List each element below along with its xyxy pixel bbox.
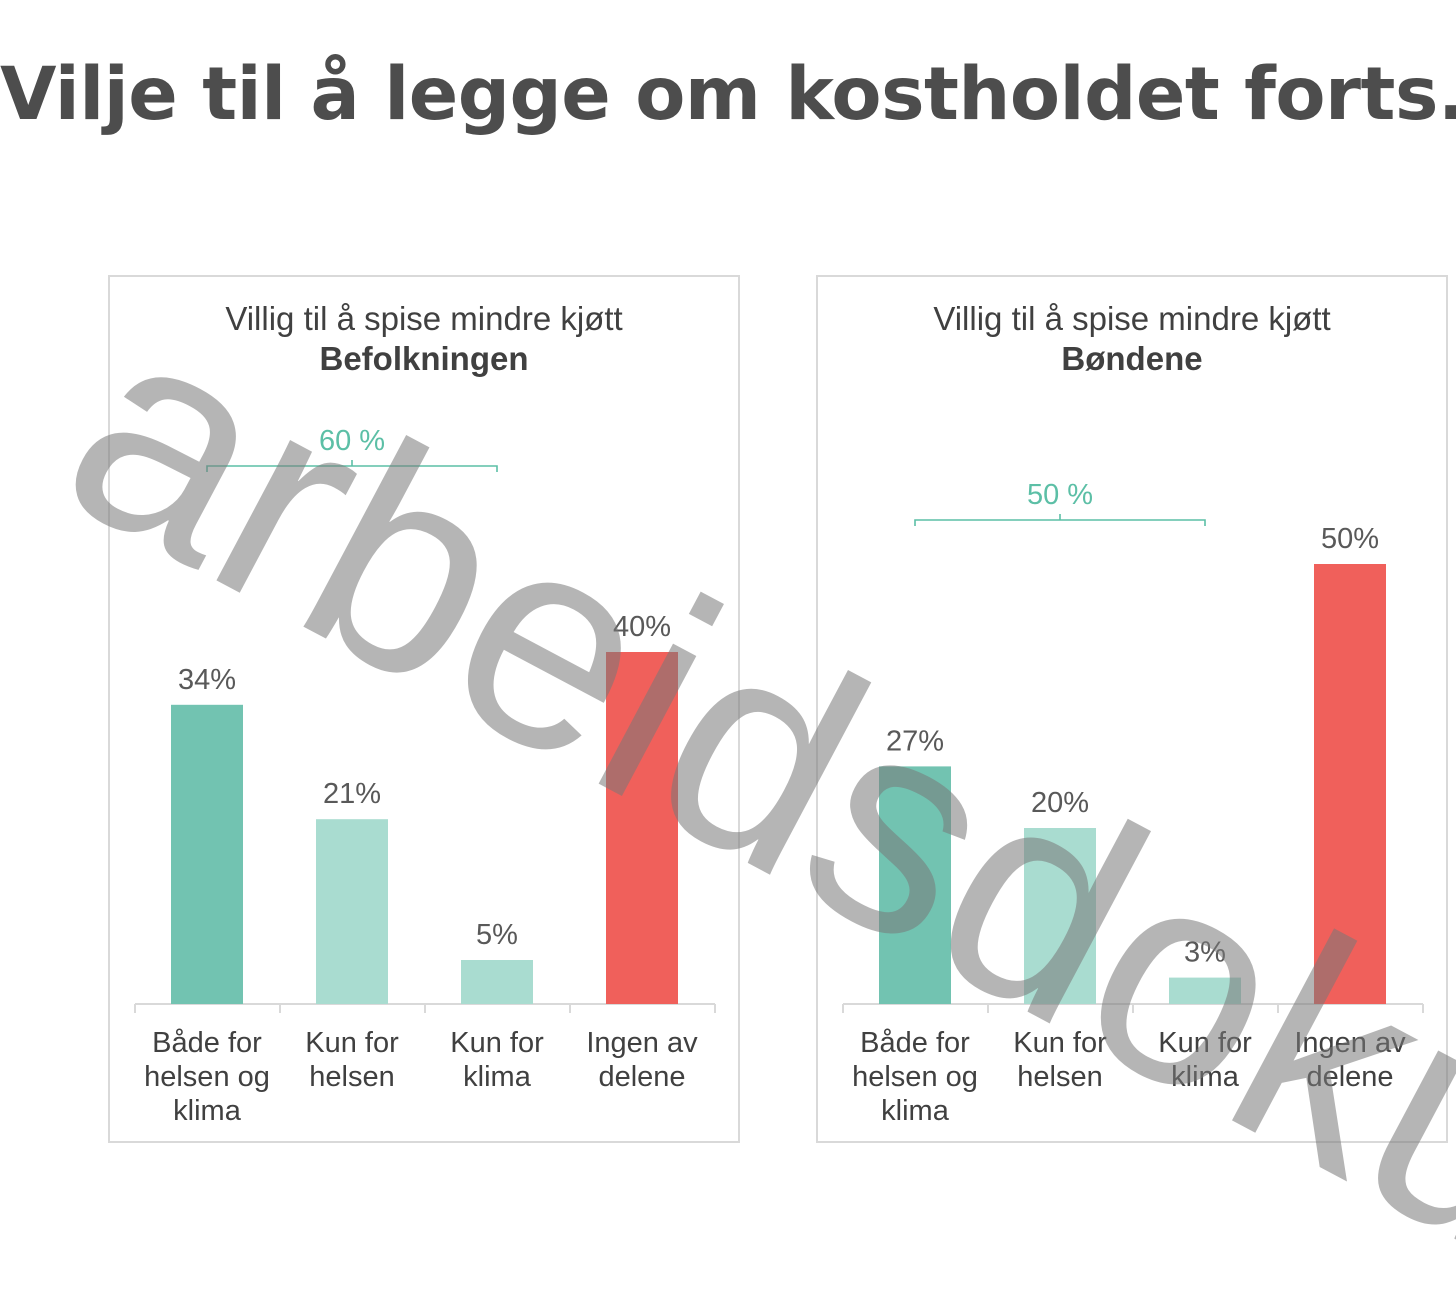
category-label: Både for helsen og klima: [852, 1027, 978, 1127]
data-label: 50%: [1321, 523, 1379, 555]
bar: [1314, 564, 1386, 1004]
bracket-label: 60 %: [319, 425, 385, 457]
bracket-line: [206, 460, 498, 472]
data-label: 40%: [613, 611, 671, 643]
data-label: 34%: [178, 664, 236, 696]
category-label-line: Ingen av: [586, 1027, 698, 1059]
chart-title-line: Villig til å spise mindre kjøtt: [933, 300, 1331, 337]
category-label: Både for helsen og klima: [144, 1027, 270, 1127]
category-label: Kun for helsen: [305, 1027, 399, 1093]
category-label-line: helsen: [1017, 1061, 1102, 1093]
chart-panel-befolkningen: Villig til å spise mindre kjøtt Befolkni…: [108, 275, 740, 1143]
bar: [461, 960, 533, 1004]
data-label: 5%: [476, 919, 518, 951]
category-label-line: helsen og: [852, 1061, 978, 1093]
chart-panel-bondene: Villig til å spise mindre kjøtt Bøndene …: [816, 275, 1448, 1143]
category-label-line: Kun for: [1013, 1027, 1107, 1059]
data-label: 21%: [323, 778, 381, 810]
category-label-line: Både for: [152, 1027, 262, 1059]
bar: [316, 819, 388, 1004]
category-label-line: Kun for: [1158, 1027, 1252, 1059]
category-label-line: klima: [463, 1061, 532, 1093]
bar: [1169, 977, 1241, 1004]
bracket-line: [914, 514, 1206, 526]
data-label: 20%: [1031, 787, 1089, 819]
category-label-line: klima: [1171, 1061, 1240, 1093]
chart-subtitle: Befolkningen: [319, 340, 529, 377]
category-label-line: delene: [1306, 1061, 1393, 1093]
chart-subtitle: Bøndene: [1061, 340, 1203, 377]
chart-title: Villig til å spise mindre kjøtt Bøndene: [818, 299, 1446, 379]
category-label: Kun for klima: [1158, 1027, 1252, 1093]
bar: [606, 652, 678, 1004]
category-label: Kun for helsen: [1013, 1027, 1107, 1093]
bar: [1024, 828, 1096, 1004]
category-label: Ingen av delene: [1294, 1027, 1406, 1093]
bracket-label: 50 %: [1027, 479, 1093, 511]
data-label: 27%: [886, 725, 944, 757]
category-label-line: Både for: [860, 1027, 970, 1059]
category-label-line: klima: [173, 1095, 242, 1127]
sum-bracket: 60 %: [206, 425, 498, 472]
page-title: Vilje til å legge om kostholdet forts.: [0, 52, 1456, 137]
category-label-line: klima: [881, 1095, 950, 1127]
category-label-line: helsen og: [144, 1061, 270, 1093]
category-label: Kun for klima: [450, 1027, 544, 1093]
category-label: Ingen av delene: [586, 1027, 698, 1093]
category-label-line: Kun for: [450, 1027, 544, 1059]
category-label-line: delene: [598, 1061, 685, 1093]
category-label-line: Ingen av: [1294, 1027, 1406, 1059]
chart-title: Villig til å spise mindre kjøtt Befolkni…: [110, 299, 738, 379]
category-label-line: Kun for: [305, 1027, 399, 1059]
sum-bracket: 50 %: [914, 479, 1206, 526]
bar: [879, 766, 951, 1004]
bar: [171, 704, 243, 1004]
category-label-line: helsen: [309, 1061, 394, 1093]
chart-title-line: Villig til å spise mindre kjøtt: [225, 300, 623, 337]
data-label: 3%: [1184, 937, 1226, 969]
